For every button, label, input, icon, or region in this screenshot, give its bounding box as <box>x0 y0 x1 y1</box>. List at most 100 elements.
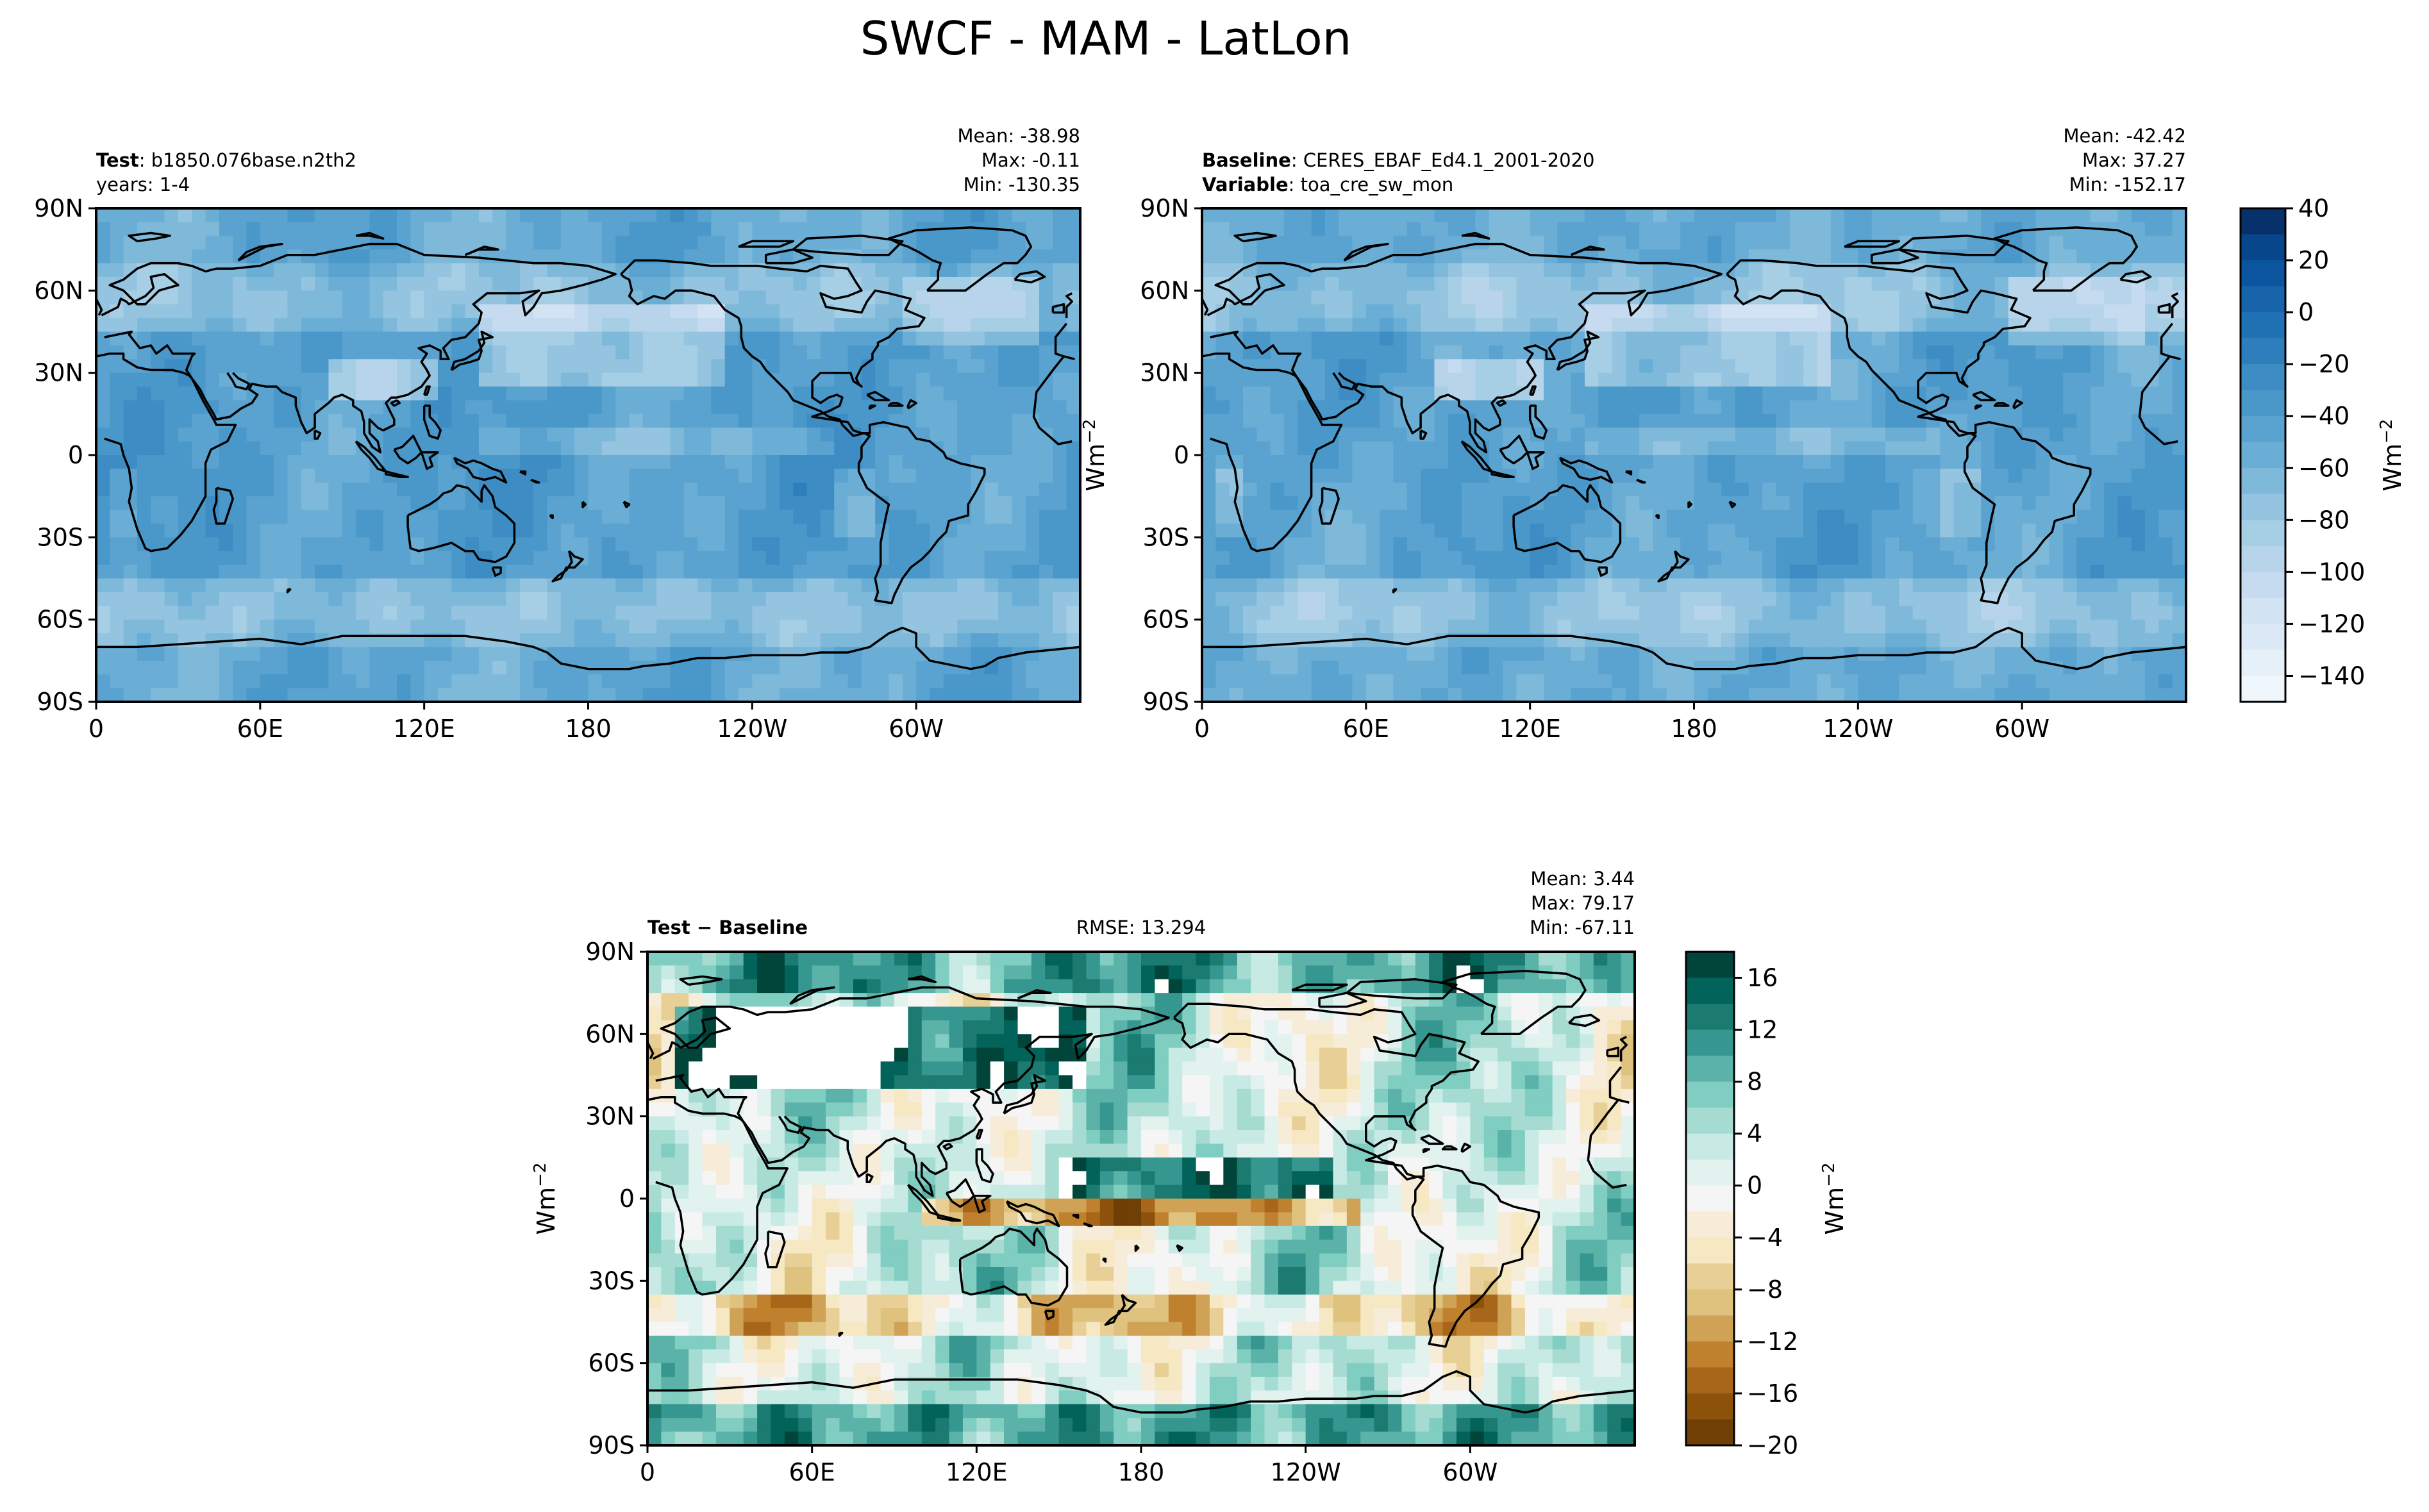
field-cell <box>1325 551 1339 565</box>
field-cell <box>1407 469 1421 483</box>
field-cell <box>1407 496 1421 510</box>
field-cell <box>1339 236 1353 250</box>
field-cell <box>383 551 397 565</box>
field-cell <box>793 510 807 524</box>
field-cell <box>2035 345 2049 360</box>
field-cell <box>1284 345 1298 360</box>
field-cell <box>971 304 985 319</box>
field-cell <box>506 592 521 606</box>
field-cell <box>369 359 383 373</box>
field-cell <box>2132 345 2146 360</box>
field-cell <box>206 222 220 236</box>
field-cell <box>1872 277 1886 291</box>
field-cell <box>1012 208 1026 222</box>
field-cell <box>670 373 684 387</box>
field-cell <box>1803 551 1817 565</box>
field-cell <box>875 318 889 332</box>
field-cell <box>2022 620 2036 634</box>
field-cell <box>1448 455 1462 469</box>
field-cell <box>178 222 192 236</box>
field-cell <box>602 565 616 579</box>
field-cell <box>2091 345 2105 360</box>
field-cell <box>944 359 958 373</box>
field-cell <box>930 236 944 250</box>
field-cell <box>780 551 794 565</box>
field-cell <box>1243 442 1257 456</box>
field-cell <box>1899 332 1913 346</box>
field-cell <box>506 236 521 250</box>
field-cell <box>1012 428 1026 442</box>
field-cell <box>1803 400 1817 414</box>
field-cell <box>1954 249 1968 263</box>
field-cell <box>192 606 206 620</box>
field-cell <box>1749 386 1763 401</box>
field-cell <box>1817 208 1831 222</box>
field-cell <box>1803 565 1817 579</box>
field-cell <box>547 469 562 483</box>
field-cell <box>2049 428 2064 442</box>
field-cell <box>96 263 110 278</box>
field-cell <box>848 345 862 360</box>
field-cell <box>643 537 657 551</box>
field-cell <box>602 551 616 565</box>
field-cell <box>1667 386 1681 401</box>
field-cell <box>1067 222 1081 236</box>
field-cell <box>971 208 985 222</box>
test-label: Test: b1850.076base.n2th2 <box>96 149 356 171</box>
field-cell <box>233 551 247 565</box>
field-cell <box>656 592 671 606</box>
field-cell <box>206 373 220 387</box>
field-cell <box>274 332 288 346</box>
field-cell <box>1653 633 1667 647</box>
field-cell <box>697 277 712 291</box>
field-cell <box>356 592 370 606</box>
field-cell <box>1325 386 1339 401</box>
field-cell <box>985 496 999 510</box>
xtick-label: 120W <box>717 715 787 743</box>
field-cell <box>1544 359 1558 373</box>
field-cell <box>739 633 753 647</box>
field-cell <box>1667 414 1681 428</box>
field-cell <box>1312 373 1326 387</box>
field-cell <box>1981 428 1995 442</box>
field-cell <box>328 647 342 661</box>
field-cell <box>793 414 807 428</box>
field-cell <box>1762 208 1776 222</box>
field-cell <box>2173 263 2187 278</box>
field-cell <box>1434 359 1448 373</box>
field-cell <box>1284 318 1298 332</box>
field-cell <box>506 496 521 510</box>
field-cell <box>2132 263 2146 278</box>
field-cell <box>1872 373 1886 387</box>
field-cell <box>1298 236 1312 250</box>
field-cell <box>260 620 274 634</box>
field-cell <box>1271 373 1285 387</box>
field-cell <box>137 359 151 373</box>
field-cell <box>287 263 301 278</box>
field-cell <box>1667 496 1681 510</box>
field-cell <box>1940 249 1954 263</box>
field-cell <box>1803 469 1817 483</box>
field-cell <box>615 318 630 332</box>
field-cell <box>903 332 917 346</box>
field-cell <box>1393 400 1407 414</box>
field-cell <box>1067 606 1081 620</box>
field-cell <box>151 386 165 401</box>
field-cell <box>1626 510 1640 524</box>
field-cell <box>793 442 807 456</box>
field-cell <box>1256 524 1271 538</box>
field-cell <box>1639 373 1653 387</box>
field-cell <box>2173 524 2187 538</box>
field-cell <box>178 565 192 579</box>
field-cell <box>233 455 247 469</box>
field-cell <box>1298 524 1312 538</box>
field-cell <box>96 661 110 675</box>
field-cell <box>2049 386 2064 401</box>
field-cell <box>1544 318 1558 332</box>
field-cell <box>451 400 465 414</box>
field-cell <box>233 318 247 332</box>
field-cell <box>1312 469 1326 483</box>
field-cell <box>178 442 192 456</box>
field-cell <box>315 483 329 497</box>
field-cell <box>998 386 1012 401</box>
